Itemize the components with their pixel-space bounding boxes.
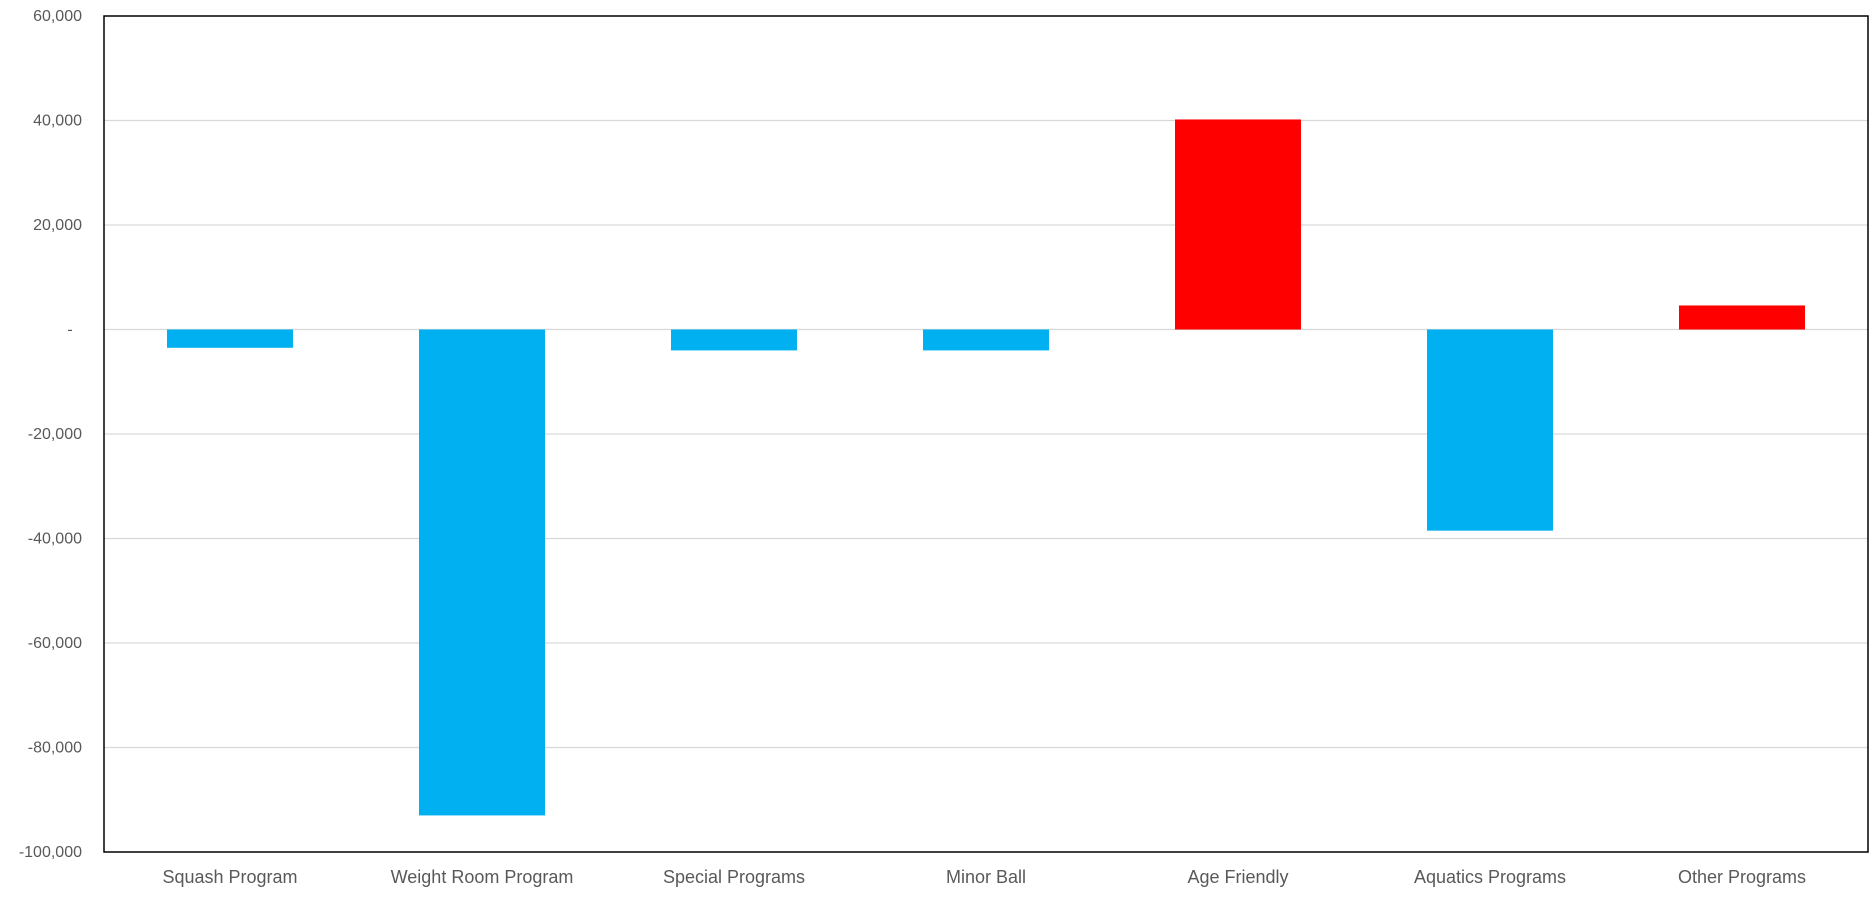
x-tick-label: Squash Program [162, 867, 297, 887]
plot-area-frame [103, 15, 1869, 853]
x-tick-label: Weight Room Program [391, 867, 574, 887]
bar-weight-room-program [419, 329, 545, 816]
x-axis-category-labels: Squash Program Weight Room Program Special… [162, 867, 1806, 887]
x-tick-label: Minor Ball [946, 867, 1026, 887]
gridlines [104, 119, 1868, 749]
y-tick-label: 40,000 [33, 113, 82, 130]
x-tick-label: Special Programs [663, 867, 805, 887]
y-tick-label: -80,000 [28, 740, 82, 757]
x-tick-label: Aquatics Programs [1414, 867, 1566, 887]
bars [167, 119, 1805, 816]
bar-age-friendly [1175, 119, 1301, 330]
y-tick-label: 60,000 [33, 8, 82, 25]
y-tick-label: -40,000 [28, 531, 82, 548]
x-tick-label: Other Programs [1678, 867, 1806, 887]
bar-other-programs [1679, 305, 1805, 330]
y-tick-label: -20,000 [28, 426, 82, 443]
y-tick-label: -60,000 [28, 635, 82, 652]
x-tick-label: Age Friendly [1187, 867, 1288, 887]
y-tick-label: - [67, 322, 72, 339]
bar-special-programs [671, 329, 797, 351]
bar-minor-ball [923, 329, 1049, 351]
y-axis-tick-labels: 60,000 40,000 20,000 - -20,000 -40,000 -60,000… [19, 8, 82, 861]
y-tick-label: 20,000 [33, 217, 82, 234]
bar-aquatics-programs [1427, 329, 1553, 531]
bar-squash-program [167, 329, 293, 348]
y-tick-label: -100,000 [19, 844, 82, 861]
